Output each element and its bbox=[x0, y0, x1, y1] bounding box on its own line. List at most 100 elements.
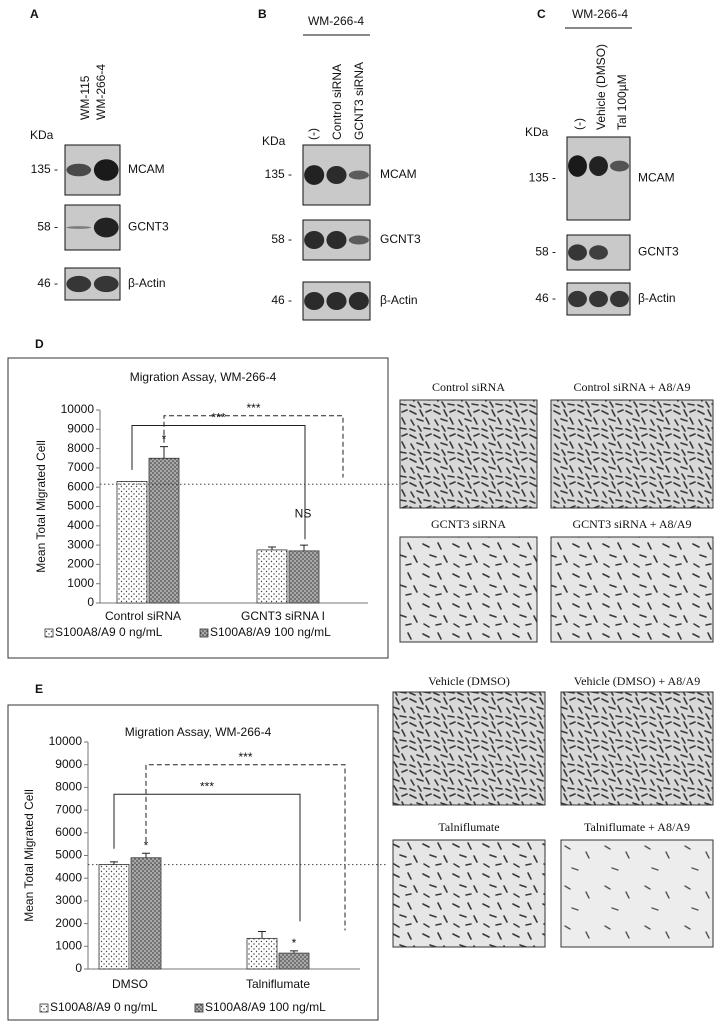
y-axis-label: Mean Total Migrated Cell bbox=[22, 789, 36, 922]
error-bar bbox=[110, 861, 118, 865]
band bbox=[66, 275, 92, 293]
chart-title: Migration Assay, WM-266-4 bbox=[130, 370, 277, 384]
legend-swatch bbox=[194, 1003, 204, 1013]
legend-swatch bbox=[39, 1003, 49, 1013]
error-bar bbox=[160, 446, 168, 459]
x-tick-label: DMSO bbox=[112, 977, 148, 991]
micrograph-label: Talniflumate bbox=[438, 820, 499, 834]
kda-label: KDa bbox=[30, 128, 54, 142]
protein-label: MCAM bbox=[638, 171, 675, 185]
chart-title: Migration Assay, WM-266-4 bbox=[125, 725, 272, 739]
micrograph-label: Control siRNA bbox=[432, 380, 505, 394]
chart-frame bbox=[7, 704, 379, 1021]
legend-label: S100A8/A9 100 ng/mL bbox=[205, 1000, 326, 1014]
band bbox=[348, 170, 369, 180]
band bbox=[568, 155, 587, 177]
panel-label: D bbox=[35, 337, 44, 351]
y-tick-label: 1000 bbox=[67, 576, 94, 590]
y-tick-label: 4000 bbox=[67, 518, 94, 532]
y-tick-label: 0 bbox=[75, 961, 82, 975]
lane-label: WM-115 bbox=[78, 75, 92, 120]
micrograph bbox=[392, 691, 546, 806]
protein-label: GCNT3 bbox=[638, 245, 679, 259]
y-tick-label: 2000 bbox=[55, 916, 82, 930]
x-tick-label: GCNT3 siRNA I bbox=[241, 609, 325, 623]
band bbox=[304, 292, 325, 310]
y-tick-label: 9000 bbox=[67, 421, 94, 435]
micrograph bbox=[560, 839, 714, 948]
band bbox=[93, 159, 119, 181]
legend-label: S100A8/A9 0 ng/mL bbox=[50, 1000, 158, 1014]
annotation: * bbox=[144, 838, 149, 852]
kda-marker: 46 - bbox=[535, 291, 556, 305]
legend-label: S100A8/A9 0 ng/mL bbox=[55, 625, 163, 639]
significance-bracket bbox=[131, 424, 306, 540]
y-tick-label: 10000 bbox=[61, 402, 95, 416]
lane-label: GCNT3 siRNA bbox=[352, 62, 366, 140]
annotation: *** bbox=[246, 401, 260, 415]
annotation: *** bbox=[238, 750, 252, 764]
y-tick-label: 7000 bbox=[55, 802, 82, 816]
band bbox=[304, 165, 325, 185]
band bbox=[589, 156, 608, 176]
cell-line: WM-266-4 bbox=[308, 14, 364, 28]
band bbox=[568, 290, 587, 308]
kda-label: KDa bbox=[525, 125, 549, 139]
band bbox=[66, 226, 92, 229]
y-tick-label: 1000 bbox=[55, 938, 82, 952]
micrograph bbox=[550, 536, 714, 643]
chart-frame bbox=[7, 357, 389, 659]
y-tick-label: 5000 bbox=[55, 848, 82, 862]
micrograph-label: GCNT3 siRNA + A8/A9 bbox=[572, 517, 691, 531]
panel-label: A bbox=[30, 7, 39, 21]
protein-label: β-Actin bbox=[128, 276, 166, 290]
kda-marker: 58 - bbox=[535, 245, 556, 259]
micrograph-label: GCNT3 siRNA bbox=[431, 517, 506, 531]
micrograph-label: Talniflumate + A8/A9 bbox=[584, 820, 690, 834]
band bbox=[304, 231, 325, 249]
kda-marker: 135 - bbox=[265, 167, 292, 181]
protein-label: MCAM bbox=[380, 167, 417, 181]
blot bbox=[566, 136, 631, 221]
bar bbox=[256, 549, 288, 604]
kda-marker: 135 - bbox=[31, 162, 58, 176]
error-bar bbox=[300, 544, 308, 551]
y-tick-label: 7000 bbox=[67, 460, 94, 474]
error-bar bbox=[258, 931, 266, 939]
annotation: * bbox=[162, 432, 167, 446]
y-tick-label: 6000 bbox=[55, 825, 82, 839]
lane-label: Tal 100µM bbox=[615, 74, 629, 130]
bar bbox=[278, 952, 310, 970]
error-bar bbox=[268, 546, 276, 550]
legend-swatch bbox=[44, 628, 54, 638]
kda-marker: 46 - bbox=[37, 276, 58, 290]
band bbox=[326, 292, 347, 310]
panel-label: C bbox=[537, 7, 546, 21]
y-tick-label: 3000 bbox=[55, 893, 82, 907]
x-tick-label: Control siRNA bbox=[105, 609, 181, 623]
kda-marker: 135 - bbox=[529, 171, 556, 185]
kda-marker: 58 - bbox=[37, 220, 58, 234]
y-tick-label: 6000 bbox=[67, 479, 94, 493]
y-tick-label: 0 bbox=[87, 595, 94, 609]
bar bbox=[130, 857, 162, 970]
band bbox=[589, 245, 608, 260]
significance-bracket bbox=[113, 793, 301, 922]
lane-label: (-) bbox=[306, 128, 320, 140]
significance-bracket bbox=[163, 415, 344, 478]
y-tick-label: 2000 bbox=[67, 557, 94, 571]
y-tick-label: 8000 bbox=[55, 780, 82, 794]
y-tick-label: 10000 bbox=[49, 734, 83, 748]
band bbox=[348, 235, 369, 245]
panel-label: E bbox=[35, 682, 43, 696]
band bbox=[568, 244, 587, 261]
band bbox=[66, 163, 92, 177]
band bbox=[348, 292, 369, 310]
bar bbox=[246, 937, 278, 970]
bar bbox=[98, 864, 130, 970]
error-bar bbox=[290, 950, 298, 954]
kda-marker: 58 - bbox=[271, 232, 292, 246]
bar bbox=[288, 550, 320, 604]
cell-line: WM-266-4 bbox=[572, 7, 628, 21]
protein-label: β-Actin bbox=[638, 291, 676, 305]
